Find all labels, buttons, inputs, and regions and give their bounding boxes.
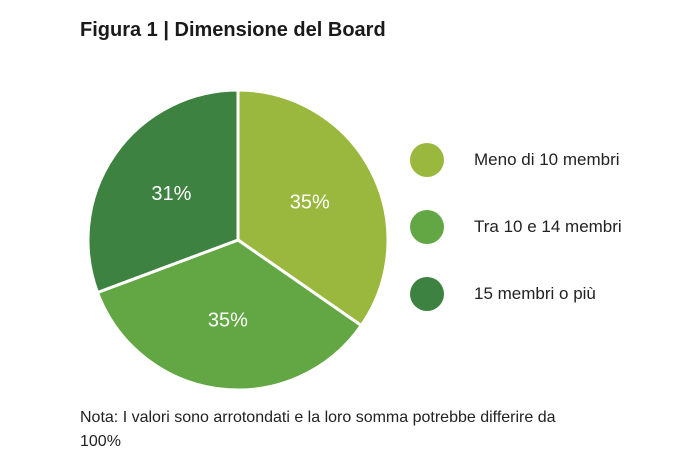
- legend-label-tra-10-e-14: Tra 10 e 14 membri: [474, 217, 622, 236]
- legend-item-meno-di-10: Meno di 10 membri: [410, 142, 670, 178]
- legend: Meno di 10 membri Tra 10 e 14 membri 15 …: [410, 142, 670, 343]
- pie-slice-label-15-o-piu: 31%: [151, 183, 191, 205]
- pie-slice-meno-di-10: [236, 88, 390, 328]
- legend-label-meno-di-10: Meno di 10 membri: [474, 150, 620, 169]
- legend-swatch-15-o-piu: [410, 277, 444, 311]
- chart-note: Nota: I valori sono arrotondati e la lor…: [80, 409, 556, 450]
- pie-chart: 35% 35% 31%: [86, 88, 390, 392]
- pie-slice-label-meno-di-10: 35%: [290, 191, 330, 213]
- pie-slice-tra-10-e-14: [95, 238, 363, 392]
- legend-label-15-o-piu: 15 membri o più: [474, 284, 596, 303]
- legend-item-15-o-piu: 15 membri o più: [410, 276, 670, 312]
- pie-slice-15-o-piu: [86, 88, 240, 295]
- pie-slice-label-tra-10-e-14: 35%: [208, 309, 248, 331]
- chart-title: Figura 1 | Dimensione del Board: [80, 19, 386, 41]
- legend-swatch-tra-10-e-14: [410, 210, 444, 244]
- legend-swatch-meno-di-10: [410, 143, 444, 177]
- legend-item-tra-10-e-14: Tra 10 e 14 membri: [410, 209, 670, 245]
